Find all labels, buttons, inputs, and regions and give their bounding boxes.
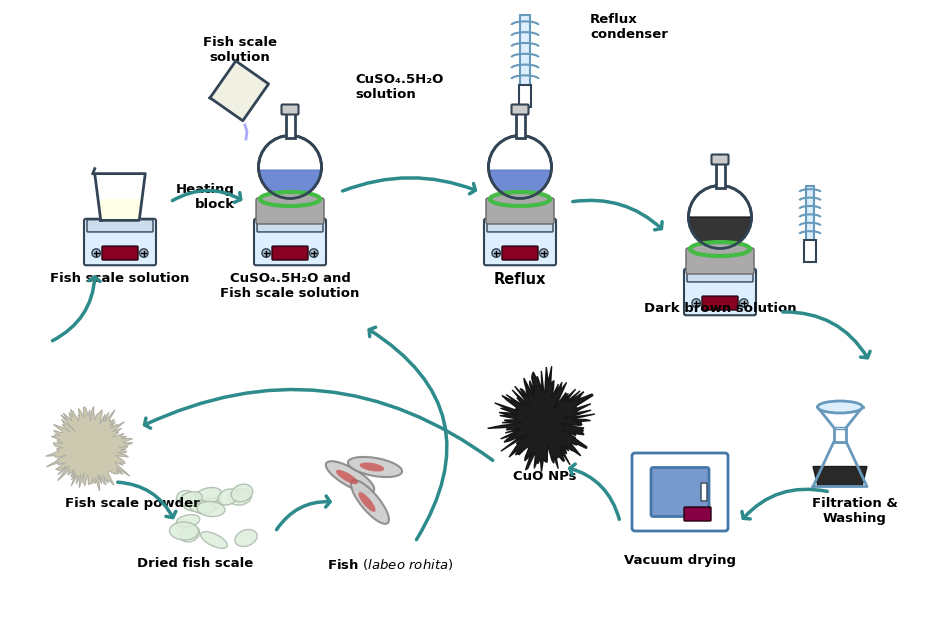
Text: Reflux: Reflux — [494, 272, 546, 287]
FancyBboxPatch shape — [485, 198, 553, 224]
Circle shape — [691, 299, 700, 307]
Ellipse shape — [180, 526, 199, 542]
FancyBboxPatch shape — [805, 186, 814, 242]
Ellipse shape — [177, 491, 195, 506]
Text: Fish scale powder: Fish scale powder — [65, 497, 199, 510]
Polygon shape — [259, 170, 321, 198]
FancyBboxPatch shape — [715, 160, 724, 187]
Circle shape — [261, 249, 270, 258]
FancyBboxPatch shape — [87, 220, 153, 232]
Polygon shape — [488, 170, 550, 198]
FancyBboxPatch shape — [803, 240, 815, 262]
Polygon shape — [101, 199, 139, 220]
FancyBboxPatch shape — [501, 246, 537, 260]
Text: CuSO₄.5H₂O and
Fish scale solution: CuSO₄.5H₂O and Fish scale solution — [220, 272, 360, 300]
Ellipse shape — [218, 489, 238, 505]
Text: Dark brown solution: Dark brown solution — [643, 302, 796, 315]
Ellipse shape — [490, 192, 549, 206]
FancyBboxPatch shape — [84, 219, 156, 265]
Circle shape — [739, 299, 748, 307]
Ellipse shape — [235, 529, 257, 547]
FancyBboxPatch shape — [519, 15, 530, 87]
Text: Heating
block: Heating block — [176, 183, 235, 211]
Polygon shape — [487, 366, 595, 471]
Ellipse shape — [326, 461, 374, 493]
FancyBboxPatch shape — [683, 269, 755, 315]
Circle shape — [492, 249, 500, 258]
Text: Fish scale
solution: Fish scale solution — [203, 36, 277, 64]
FancyBboxPatch shape — [285, 111, 295, 137]
FancyBboxPatch shape — [486, 220, 552, 232]
FancyBboxPatch shape — [700, 483, 706, 501]
Ellipse shape — [360, 463, 384, 471]
Polygon shape — [688, 217, 750, 249]
Text: Vacuum drying: Vacuum drying — [623, 554, 735, 567]
FancyBboxPatch shape — [281, 104, 298, 114]
Polygon shape — [812, 442, 866, 486]
Text: Reflux
condenser: Reflux condenser — [589, 13, 667, 41]
FancyBboxPatch shape — [686, 270, 752, 282]
Ellipse shape — [260, 192, 320, 206]
Text: Fish scale solution: Fish scale solution — [50, 272, 190, 285]
Ellipse shape — [194, 488, 222, 504]
Ellipse shape — [197, 501, 225, 516]
FancyBboxPatch shape — [256, 198, 324, 224]
FancyBboxPatch shape — [632, 453, 727, 531]
Ellipse shape — [176, 514, 199, 527]
Circle shape — [688, 185, 750, 249]
Ellipse shape — [179, 491, 202, 506]
Circle shape — [488, 136, 551, 198]
Polygon shape — [812, 466, 866, 486]
Circle shape — [92, 249, 100, 258]
Text: Fish $\it{(labeo\ rohita)}$: Fish $\it{(labeo\ rohita)}$ — [327, 557, 453, 572]
Polygon shape — [46, 407, 133, 491]
FancyBboxPatch shape — [683, 507, 710, 521]
FancyBboxPatch shape — [701, 296, 737, 310]
Ellipse shape — [336, 470, 358, 484]
FancyBboxPatch shape — [102, 246, 138, 260]
Ellipse shape — [180, 493, 201, 511]
Circle shape — [140, 249, 148, 258]
Text: Filtration &
Washing: Filtration & Washing — [811, 497, 897, 525]
FancyBboxPatch shape — [511, 104, 528, 114]
Text: CuO NPs: CuO NPs — [513, 470, 576, 483]
Ellipse shape — [358, 492, 375, 512]
Ellipse shape — [350, 480, 389, 524]
FancyBboxPatch shape — [711, 154, 728, 164]
Ellipse shape — [200, 532, 228, 549]
Ellipse shape — [231, 484, 252, 502]
Ellipse shape — [817, 401, 862, 413]
Polygon shape — [94, 174, 145, 220]
Text: Dried fish scale: Dried fish scale — [137, 557, 253, 570]
Ellipse shape — [169, 522, 198, 540]
FancyBboxPatch shape — [685, 248, 753, 274]
Circle shape — [259, 136, 321, 198]
Ellipse shape — [347, 457, 402, 477]
FancyBboxPatch shape — [515, 111, 524, 137]
FancyBboxPatch shape — [254, 219, 326, 265]
Circle shape — [310, 249, 318, 258]
Ellipse shape — [189, 500, 214, 514]
Circle shape — [539, 249, 548, 258]
Ellipse shape — [193, 498, 221, 512]
FancyBboxPatch shape — [483, 219, 555, 265]
FancyBboxPatch shape — [518, 85, 531, 107]
FancyBboxPatch shape — [834, 427, 844, 429]
FancyBboxPatch shape — [257, 220, 323, 232]
Polygon shape — [817, 407, 862, 429]
Ellipse shape — [228, 489, 251, 505]
FancyBboxPatch shape — [272, 246, 308, 260]
Polygon shape — [210, 61, 268, 121]
Text: CuSO₄.5H₂O
solution: CuSO₄.5H₂O solution — [355, 73, 443, 101]
FancyBboxPatch shape — [833, 427, 846, 442]
FancyBboxPatch shape — [650, 468, 708, 516]
Ellipse shape — [689, 242, 750, 256]
